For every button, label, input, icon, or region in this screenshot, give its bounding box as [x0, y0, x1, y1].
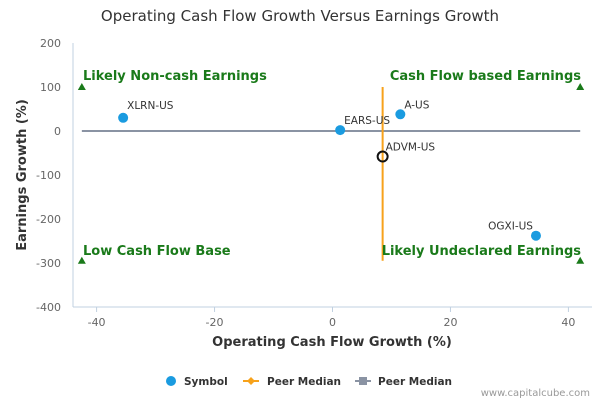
- y-tick-label: -400: [36, 301, 61, 314]
- legend-peer-median-diamond: [247, 377, 255, 385]
- data-point-label: OGXI-US: [488, 221, 533, 233]
- quadrant-label-bottom-left: Low Cash Flow Base: [83, 244, 231, 259]
- quadrant-marker: [576, 83, 585, 90]
- y-axis-title: Earnings Growth (%): [15, 99, 30, 251]
- quadrant-label-top-right: Cash Flow based Earnings: [390, 69, 581, 84]
- data-point[interactable]: [395, 109, 406, 120]
- x-axis-title: Operating Cash Flow Growth (%): [212, 335, 452, 350]
- quadrant-marker: [576, 256, 585, 264]
- data-point[interactable]: [335, 125, 346, 136]
- y-tick-label: -200: [36, 213, 61, 226]
- highlight-point-label: ADVM-US: [386, 142, 436, 154]
- legend-item-symbol[interactable]: Symbol: [166, 376, 228, 388]
- quadrant-label-top-left: Likely Non-cash Earnings: [83, 69, 267, 84]
- data-point-label: A-US: [404, 99, 429, 111]
- y-ticks: 200 100 0 -100 -200 -300 -400: [36, 37, 61, 314]
- credit-text: www.capitalcube.com: [481, 388, 590, 399]
- data-points: XLRN-US EARS-US A-US OGXI-US ADVM-US: [118, 99, 541, 241]
- y-tick-label: 200: [40, 37, 61, 50]
- y-tick-label: 100: [40, 81, 61, 94]
- data-point[interactable]: [118, 112, 129, 123]
- x-tick-label: 20: [443, 316, 457, 329]
- x-tick-label: -40: [88, 316, 106, 329]
- x-tick-label: -20: [206, 316, 224, 329]
- y-tick-label: -300: [36, 257, 61, 270]
- x-ticks: -40 -20 0 20 40: [88, 307, 575, 329]
- data-point[interactable]: [530, 230, 541, 241]
- x-tick-label: 0: [329, 316, 336, 329]
- legend-item-peer-median-horizontal[interactable]: Peer Median: [355, 376, 452, 388]
- data-point-label: EARS-US: [344, 115, 390, 127]
- legend-peer-median-label-2: Peer Median: [378, 376, 452, 388]
- quadrant-markers: [77, 83, 585, 264]
- legend-symbol-label: Symbol: [184, 376, 228, 388]
- x-tick-label: 40: [561, 316, 575, 329]
- data-point-label: XLRN-US: [127, 100, 174, 112]
- legend-peer-median-label: Peer Median: [267, 376, 341, 388]
- quadrant-marker: [77, 83, 86, 90]
- chart-title: Operating Cash Flow Growth Versus Earnin…: [101, 7, 499, 25]
- legend-item-peer-median-vertical[interactable]: Peer Median: [243, 376, 341, 388]
- legend-symbol-marker: [166, 376, 176, 386]
- legend-peer-median-square: [359, 377, 367, 385]
- quadrant-marker: [77, 256, 86, 264]
- quadrant-label-bottom-right: Likely Undeclared Earnings: [382, 244, 582, 259]
- legend: Symbol Peer Median Peer Median: [166, 376, 452, 388]
- y-tick-label: 0: [54, 125, 61, 138]
- y-tick-label: -100: [36, 169, 61, 182]
- highlight-point[interactable]: [376, 150, 389, 163]
